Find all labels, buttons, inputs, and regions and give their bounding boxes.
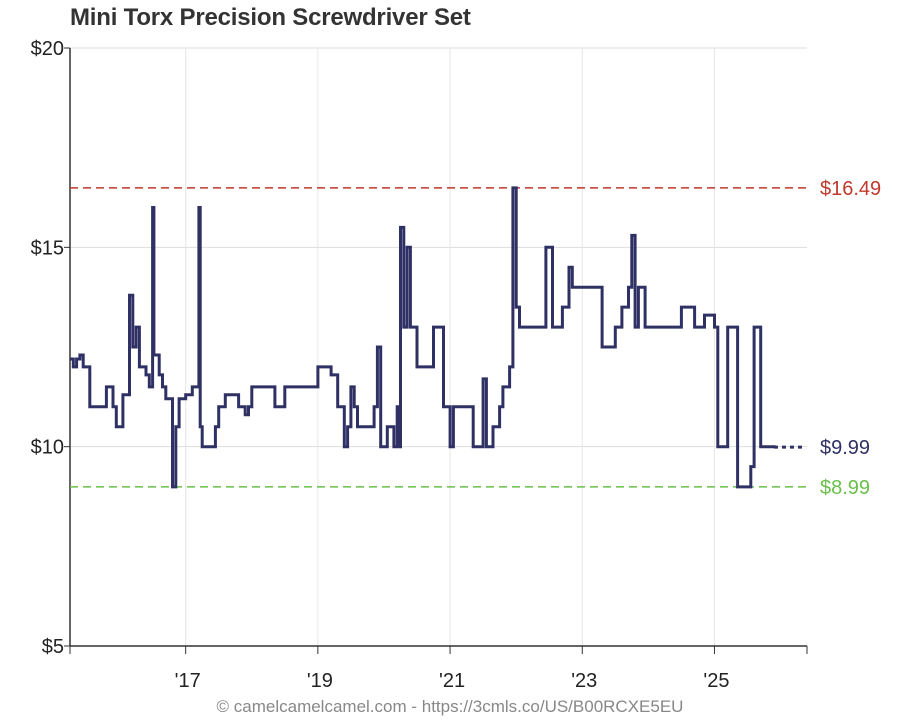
x-tick-label: '17 (175, 670, 201, 692)
price-history-line (70, 186, 776, 489)
x-tick-label: '19 (307, 670, 333, 692)
y-tick-label: $10 (31, 437, 64, 459)
highest-price-label: $16.49 (820, 178, 881, 200)
y-tick-label: $20 (31, 38, 64, 60)
current-price-label: $9.99 (820, 437, 870, 459)
y-tick-label: $15 (31, 237, 64, 259)
x-tick-label: '21 (439, 670, 465, 692)
y-tick-label: $5 (42, 636, 64, 658)
chart-title: Mini Torx Precision Screwdriver Set (70, 4, 471, 31)
footer-credit: © camelcamelcamel.com - https://3cmls.co… (216, 697, 684, 716)
price-chart: $20 $15 $10 $5 '17 '19 '21 '23 '25 $16.49 $8.99 $9.… (31, 38, 882, 692)
lowest-price-label: $8.99 (820, 477, 870, 499)
x-tick-label: '23 (571, 670, 597, 692)
x-tick-label: '25 (703, 670, 729, 692)
